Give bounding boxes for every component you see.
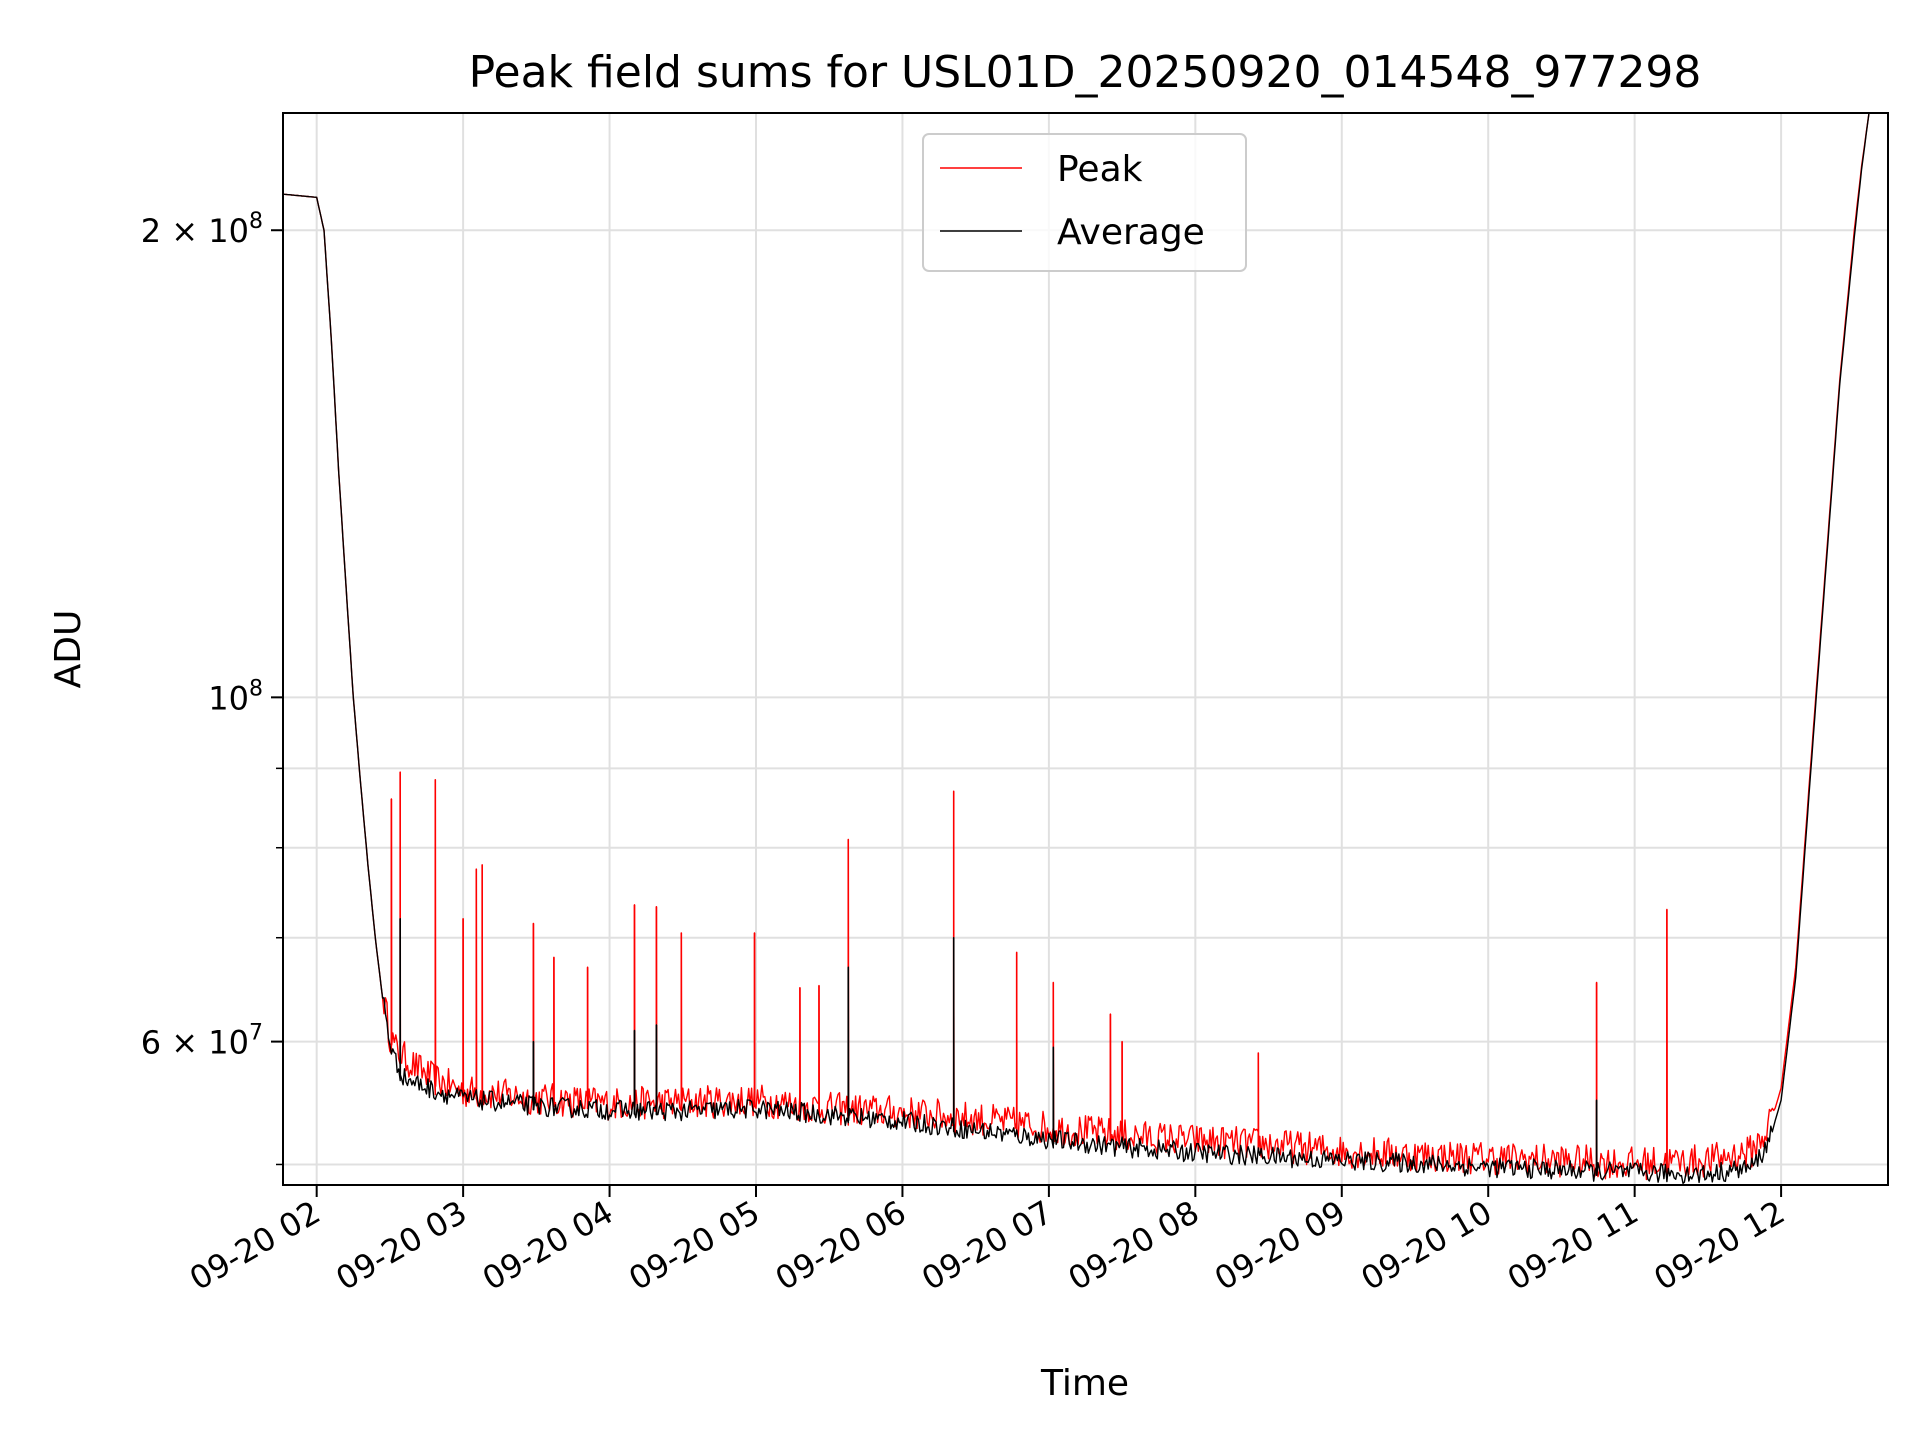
y-tick-exponent: 8 <box>249 209 263 234</box>
y-tick-base: 6 × 10 <box>141 1024 249 1062</box>
legend-label-average: Average <box>1057 212 1205 253</box>
series-line-peak <box>282 112 1888 1181</box>
y-tick-label: 108 <box>208 676 263 717</box>
y-tick-base: 10 <box>208 679 249 717</box>
legend: Peak Average <box>922 133 1247 272</box>
y-tick-base: 2 × 10 <box>141 212 249 250</box>
series-layer <box>282 112 1888 1185</box>
grid-layer <box>283 113 1888 1185</box>
legend-label-peak: Peak <box>1057 149 1143 190</box>
x-axis-label: Time <box>1040 1363 1129 1404</box>
y-tick-exponent: 8 <box>249 676 263 701</box>
series-line-average <box>282 112 1888 1185</box>
y-tick-label: 6 × 107 <box>141 1021 263 1062</box>
plot-frame <box>282 112 1889 1186</box>
y-axis-label: ADU <box>48 610 89 689</box>
y-tick-label: 2 × 108 <box>141 209 263 250</box>
y-tick-exponent: 7 <box>249 1021 263 1046</box>
chart-title: Peak field sums for USL01D_20250920_0145… <box>469 47 1702 98</box>
